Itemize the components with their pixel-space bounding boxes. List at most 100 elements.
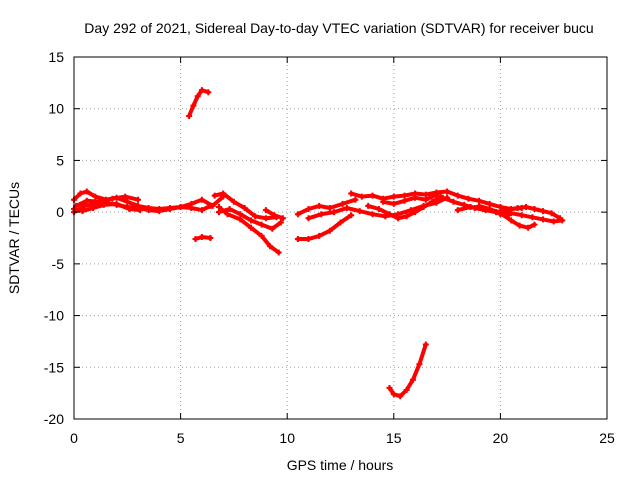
data-point bbox=[211, 192, 218, 199]
data-point bbox=[412, 209, 419, 216]
series-arc-17 bbox=[386, 341, 429, 400]
data-point bbox=[450, 198, 457, 205]
data-point bbox=[83, 197, 90, 204]
x-tick-label: 0 bbox=[70, 430, 78, 446]
data-point bbox=[237, 216, 244, 223]
data-point bbox=[497, 204, 504, 210]
data-point bbox=[390, 193, 397, 200]
y-tick-label: -20 bbox=[44, 411, 64, 427]
data-point bbox=[262, 215, 269, 222]
data-point bbox=[486, 200, 493, 207]
data-point bbox=[137, 207, 144, 214]
data-point bbox=[271, 212, 278, 219]
data-point bbox=[198, 87, 205, 94]
data-point bbox=[198, 207, 205, 214]
data-point bbox=[531, 221, 538, 228]
series-arc-5 bbox=[186, 87, 212, 119]
data-point bbox=[252, 213, 259, 220]
data-point bbox=[356, 208, 363, 215]
data-point bbox=[348, 212, 355, 219]
data-point bbox=[337, 219, 344, 226]
x-axis-label: GPS time / hours bbox=[287, 457, 394, 473]
data-point bbox=[248, 217, 254, 224]
data-point bbox=[177, 204, 184, 210]
series-arc-10 bbox=[262, 207, 286, 222]
data-point bbox=[358, 193, 365, 200]
data-point bbox=[422, 196, 429, 203]
y-tick-label: 15 bbox=[48, 49, 64, 65]
data-point bbox=[216, 209, 222, 216]
data-point bbox=[316, 232, 323, 239]
data-point bbox=[429, 198, 436, 205]
data-point bbox=[540, 216, 546, 223]
data-point bbox=[390, 391, 397, 398]
series-arc-9 bbox=[216, 206, 284, 232]
data-point bbox=[92, 193, 99, 200]
series-arc-3 bbox=[73, 193, 141, 209]
data-point bbox=[262, 207, 269, 214]
data-point bbox=[343, 205, 350, 211]
data-point bbox=[269, 225, 276, 232]
data-point bbox=[305, 236, 312, 242]
data-point bbox=[348, 190, 355, 197]
data-point bbox=[316, 202, 323, 209]
data-point bbox=[113, 200, 120, 207]
data-point bbox=[397, 393, 404, 400]
data-point bbox=[416, 361, 423, 368]
data-point bbox=[277, 219, 284, 226]
data-point bbox=[267, 243, 274, 250]
series-arc-6 bbox=[192, 234, 214, 242]
data-point bbox=[548, 210, 555, 217]
data-point bbox=[390, 200, 397, 207]
y-tick-label: 5 bbox=[56, 152, 64, 168]
x-tick-label: 15 bbox=[386, 430, 402, 446]
data-point bbox=[369, 211, 376, 218]
data-point bbox=[124, 198, 131, 205]
data-point bbox=[365, 202, 372, 209]
axis-ticks: 0 5 10 15 20 25 -20 -15 -10 -5 0 5 10 15 bbox=[44, 49, 615, 446]
data-point bbox=[444, 188, 451, 195]
data-point bbox=[331, 209, 338, 216]
data-point bbox=[465, 195, 472, 202]
data-point bbox=[550, 218, 557, 225]
y-tick-label: -15 bbox=[44, 359, 64, 375]
data-point bbox=[237, 211, 244, 218]
data-point bbox=[305, 215, 312, 222]
data-point bbox=[439, 194, 446, 201]
data-point bbox=[508, 217, 515, 224]
data-point bbox=[480, 206, 487, 212]
data-point bbox=[493, 209, 500, 216]
data-point bbox=[220, 190, 227, 197]
data-point bbox=[305, 206, 312, 212]
data-point bbox=[531, 206, 538, 212]
data-point bbox=[192, 236, 199, 242]
data-point bbox=[454, 192, 461, 199]
data-point bbox=[216, 204, 222, 210]
y-tick-label: -10 bbox=[44, 308, 64, 324]
data-point bbox=[79, 208, 86, 215]
data-point bbox=[96, 198, 103, 205]
x-tick-label: 10 bbox=[279, 430, 295, 446]
data-point bbox=[198, 196, 205, 203]
data-point bbox=[523, 204, 529, 210]
data-point bbox=[275, 249, 282, 256]
data-point bbox=[226, 206, 233, 212]
data-point bbox=[433, 191, 440, 198]
data-point bbox=[294, 236, 301, 242]
data-point bbox=[241, 205, 248, 211]
x-tick-label: 25 bbox=[599, 430, 615, 446]
data-point bbox=[476, 197, 483, 204]
data-point bbox=[126, 206, 133, 212]
data-point bbox=[326, 205, 333, 211]
chart-title: Day 292 of 2021, Sidereal Day-to-day VTE… bbox=[84, 20, 593, 36]
y-tick-label: -5 bbox=[52, 256, 65, 272]
data-point bbox=[401, 197, 408, 204]
data-point bbox=[516, 222, 523, 229]
data-point bbox=[207, 235, 214, 241]
data-point bbox=[100, 201, 107, 208]
data-point bbox=[410, 376, 416, 383]
data-point bbox=[145, 207, 152, 214]
data-point bbox=[205, 89, 212, 96]
data-point bbox=[518, 212, 525, 219]
y-tick-label: 0 bbox=[56, 204, 64, 220]
